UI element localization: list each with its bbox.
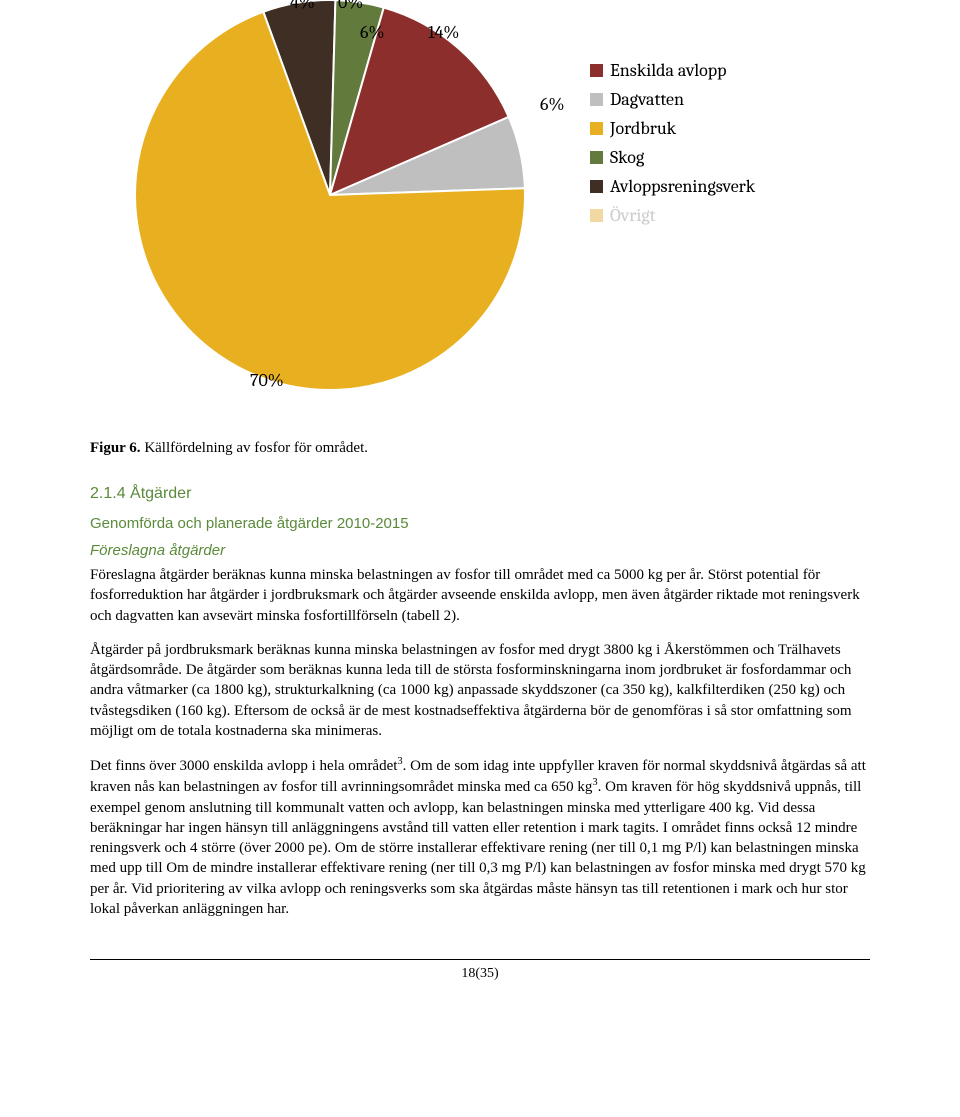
legend-label: Avloppsreningsverk (610, 176, 755, 197)
figure-caption-prefix: Figur 6. (90, 440, 141, 456)
legend-label: Jordbruk (610, 118, 676, 139)
legend-item: Skog (590, 147, 755, 168)
pie-percent-label: 4% (290, 0, 315, 13)
legend-item: Dagvatten (590, 89, 755, 110)
chart-legend: Enskilda avlopp Dagvatten Jordbruk Skog Avlo… (590, 60, 755, 234)
legend-swatch-icon (590, 64, 603, 77)
pie-percent-label: 6% (540, 94, 564, 115)
legend-item: Övrigt (590, 205, 755, 226)
paragraph-1: Föreslagna åtgärder beräknas kunna minsk… (90, 565, 870, 626)
legend-label: Enskilda avlopp (610, 60, 727, 81)
pie-percent-label: 0% (338, 0, 363, 13)
legend-swatch-icon (590, 122, 603, 135)
page-number: 18(35) (90, 966, 870, 982)
paragraph-3a: Det finns över 3000 enskilda avlopp i he… (90, 758, 397, 774)
legend-item: Jordbruk (590, 118, 755, 139)
legend-label: Dagvatten (610, 89, 684, 110)
pie-percent-label: 14% (428, 22, 459, 43)
legend-label: Övrigt (610, 205, 655, 226)
subheading-foreslagna: Föreslagna åtgärder (90, 542, 870, 559)
legend-swatch-icon (590, 151, 603, 164)
subheading-genomforda: Genomförda och planerade åtgärder 2010-2… (90, 515, 870, 532)
section-heading: 2.1.4 Åtgärder (90, 485, 870, 503)
legend-swatch-icon (590, 209, 603, 222)
legend-item: Avloppsreningsverk (590, 176, 755, 197)
pie-chart (130, 0, 550, 415)
legend-swatch-icon (590, 93, 603, 106)
pie-percent-label: 70% (250, 370, 284, 391)
pie-svg (130, 0, 550, 410)
footer-rule (90, 959, 870, 960)
legend-item: Enskilda avlopp (590, 60, 755, 81)
figure-caption-text: Källfördelning av fosfor för området. (141, 440, 368, 456)
pie-percent-label: 6% (360, 22, 384, 43)
pie-chart-area: 0% 6% 4% 14% 6% 70% Enskilda avlopp Dagvatten J… (90, 0, 870, 430)
page-container: 0% 6% 4% 14% 6% 70% Enskilda avlopp Dagvatten J… (0, 0, 960, 1022)
legend-swatch-icon (590, 180, 603, 193)
paragraph-3c: . Om kraven för hög skyddsnivå uppnås, t… (90, 779, 866, 917)
paragraph-2: Åtgärder på jordbruksmark beräknas kunna… (90, 640, 870, 741)
figure-caption: Figur 6. Källfördelning av fosfor för om… (90, 440, 870, 457)
paragraph-3: Det finns över 3000 enskilda avlopp i he… (90, 755, 870, 919)
legend-label: Skog (610, 147, 644, 168)
